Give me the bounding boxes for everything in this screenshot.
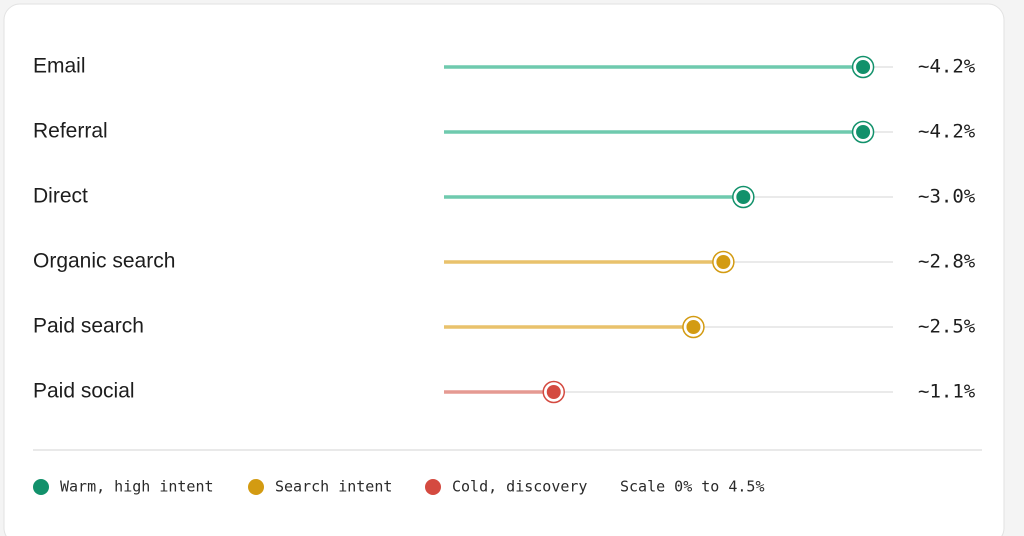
legend-swatch xyxy=(248,479,264,495)
value-label: ~4.2% xyxy=(918,121,976,143)
dot xyxy=(716,255,731,269)
dot xyxy=(736,190,751,204)
value-label: ~1.1% xyxy=(918,381,976,403)
value-label: ~3.0% xyxy=(918,186,976,208)
value-label: ~2.5% xyxy=(918,316,976,338)
dot xyxy=(856,125,871,139)
dot xyxy=(546,385,561,399)
category-label: Paid search xyxy=(33,315,144,338)
scale-note: Scale 0% to 4.5% xyxy=(620,478,765,496)
category-label: Email xyxy=(33,55,86,78)
legend-label: Search intent xyxy=(275,478,392,496)
category-label: Organic search xyxy=(33,250,175,273)
category-label: Paid social xyxy=(33,380,135,403)
value-label: ~2.8% xyxy=(918,251,976,273)
value-label: ~4.2% xyxy=(918,56,976,78)
legend-swatch xyxy=(425,479,441,495)
dot xyxy=(686,320,701,334)
legend-swatch xyxy=(33,479,49,495)
legend-label: Cold, discovery xyxy=(452,478,587,496)
card xyxy=(3,3,1005,536)
category-label: Referral xyxy=(33,120,108,143)
category-label: Direct xyxy=(33,185,88,208)
legend-label: Warm, high intent xyxy=(60,478,214,496)
dot xyxy=(856,60,871,74)
